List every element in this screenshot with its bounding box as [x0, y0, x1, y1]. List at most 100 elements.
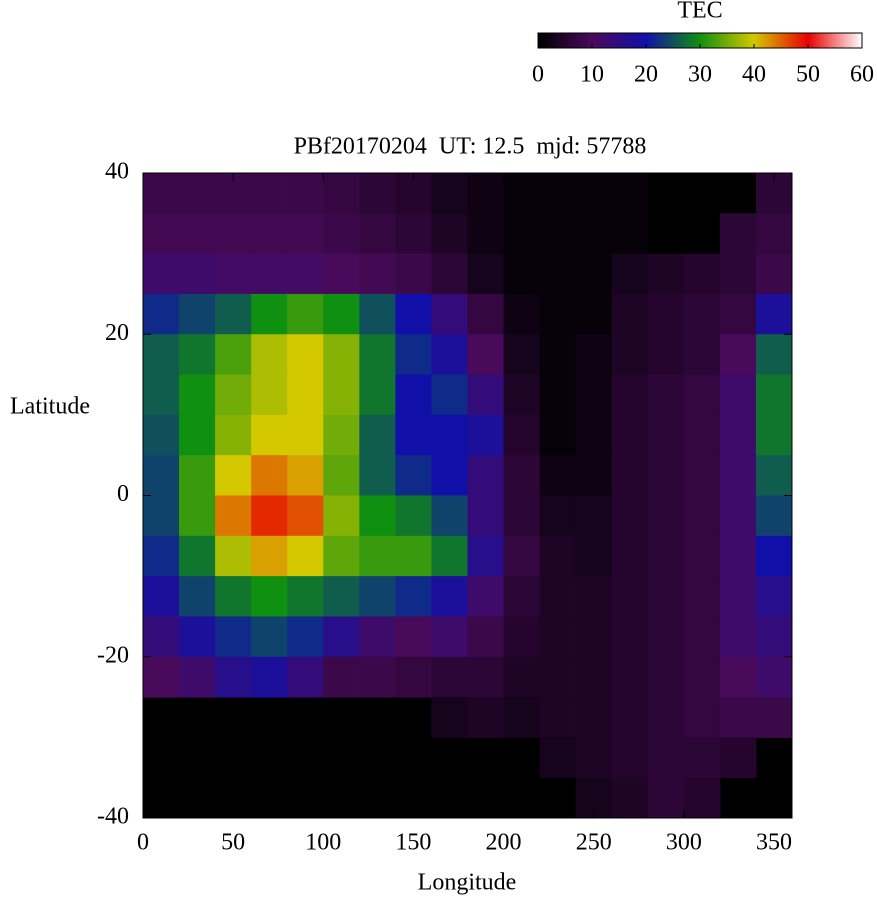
- heatmap-cell: [359, 293, 396, 335]
- heatmap-cell: [467, 697, 505, 738]
- heatmap-cell: [179, 455, 216, 496]
- heatmap-cell: [395, 253, 432, 295]
- heatmap-cell: [575, 495, 613, 537]
- heatmap-cell: [467, 334, 505, 376]
- heatmap-cell: [719, 253, 757, 295]
- heatmap-cell: [719, 656, 757, 698]
- heatmap-cell: [647, 495, 685, 537]
- heatmap-cell: [611, 495, 649, 537]
- heatmap-cell: [215, 334, 252, 376]
- heatmap-cell: [143, 414, 180, 456]
- heatmap-cell: [467, 173, 505, 214]
- heatmap-cell: [611, 414, 649, 456]
- heatmap-cell: [611, 656, 649, 698]
- heatmap-cell: [647, 616, 685, 658]
- heatmap-cell: [719, 576, 757, 617]
- heatmap-cell: [179, 535, 216, 577]
- heatmap-cell: [323, 334, 360, 376]
- heatmap-cell: [251, 535, 288, 577]
- heatmap-cell: [179, 253, 216, 295]
- heatmap-cell: [575, 616, 613, 658]
- heatmap-cell: [143, 334, 180, 376]
- heatmap-cell: [467, 293, 505, 335]
- colorbar-tick-label: 60: [850, 62, 874, 88]
- heatmap-cell: [575, 414, 613, 456]
- heatmap-cell: [611, 455, 649, 496]
- heatmap-cell: [431, 374, 468, 416]
- heatmap-cell: [359, 495, 396, 537]
- heatmap-cell: [647, 535, 685, 577]
- heatmap-cell: [611, 253, 649, 295]
- heatmap-cell: [323, 535, 360, 577]
- heatmap-cell: [611, 213, 649, 255]
- heatmap-cell: [215, 576, 252, 617]
- heatmap-cell: [143, 616, 180, 658]
- heatmap-cell: [431, 253, 468, 295]
- heatmap-cell: [359, 414, 396, 456]
- y-tick-label: -40: [97, 804, 129, 830]
- heatmap-cell: [323, 293, 360, 335]
- heatmap-cell: [467, 616, 505, 658]
- heatmap-cell: [143, 253, 180, 295]
- heatmap-cell: [647, 455, 685, 496]
- heatmap-cell: [683, 737, 721, 779]
- heatmap-cell: [287, 455, 324, 496]
- heatmap-cell: [395, 293, 432, 335]
- heatmap-cell: [251, 616, 288, 658]
- heatmap-cell: [179, 576, 216, 617]
- heatmap-cell: [179, 173, 216, 214]
- heatmap-cell: [215, 656, 252, 698]
- heatmap-cell: [467, 576, 505, 617]
- heatmap-cell: [719, 616, 757, 658]
- heatmap-cell: [647, 414, 685, 456]
- heatmap-cell: [647, 293, 685, 335]
- heatmap-cell: [755, 334, 793, 376]
- heatmap-cell: [359, 173, 396, 214]
- heatmap-cell: [323, 173, 360, 214]
- heatmap-cell: [359, 253, 396, 295]
- heatmap-cell: [359, 616, 396, 658]
- colorbar-tick-label: 20: [634, 62, 658, 88]
- y-tick-label: 20: [105, 320, 129, 346]
- heatmap-cell: [611, 173, 649, 214]
- heatmap-cell: [395, 455, 432, 496]
- heatmap-cell: [539, 293, 577, 335]
- y-tick-label: 40: [105, 159, 129, 185]
- heatmap-cell: [143, 535, 180, 577]
- heatmap-cell: [179, 495, 216, 537]
- x-tick-label: 50: [221, 830, 245, 856]
- heatmap-cell: [431, 173, 468, 214]
- heatmap-cell: [755, 414, 793, 456]
- heatmap-cell: [431, 535, 468, 577]
- heatmap-cell: [575, 656, 613, 698]
- heatmap-cell: [539, 737, 577, 779]
- heatmap-cell: [683, 334, 721, 376]
- heatmap-cell: [395, 334, 432, 376]
- heatmap-cell: [539, 576, 577, 617]
- heatmap-cell: [323, 414, 360, 456]
- heatmap-cell: [251, 576, 288, 617]
- heatmap-cell: [251, 173, 288, 214]
- heatmap-cell: [143, 374, 180, 416]
- heatmap-cell: [467, 213, 505, 255]
- heatmap-cell: [395, 535, 432, 577]
- chart-title: PBf20170204 UT: 12.5 mjd: 57788: [294, 134, 647, 160]
- heatmap-cell: [251, 213, 288, 255]
- heatmap-cell: [683, 535, 721, 577]
- heatmap-cell: [359, 334, 396, 376]
- heatmap-cell: [179, 656, 216, 698]
- heatmap-cell: [251, 374, 288, 416]
- heatmap-cell: [395, 414, 432, 456]
- heatmap-cell: [683, 576, 721, 617]
- heatmap-cell: [719, 374, 757, 416]
- colorbar-tick-label: 40: [742, 62, 766, 88]
- heatmap-cell: [503, 374, 541, 416]
- heatmap-cell: [323, 213, 360, 255]
- heatmap-cell: [503, 293, 541, 335]
- heatmap-cell: [539, 616, 577, 658]
- heatmap-cell: [755, 576, 793, 617]
- heatmap-cell: [215, 253, 252, 295]
- heatmap-cell: [179, 213, 216, 255]
- heatmap-cell: [503, 455, 541, 496]
